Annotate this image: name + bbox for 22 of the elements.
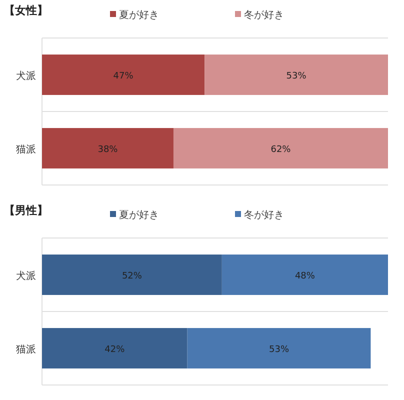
legend-label: 夏が好き	[119, 210, 159, 221]
legend-label: 夏が好き	[119, 10, 159, 21]
data-label: 53%	[269, 344, 290, 355]
data-label: 42%	[104, 344, 126, 355]
data-label: 62%	[270, 144, 292, 155]
bar	[42, 328, 188, 368]
bar	[42, 254, 222, 295]
data-label: 53%	[286, 71, 307, 82]
chart-title: 【男性】	[4, 204, 48, 217]
y-tick-label: 猫派	[16, 343, 36, 356]
data-label: 38%	[98, 144, 118, 155]
bar	[187, 328, 371, 368]
legend-label: 冬が好き	[244, 9, 284, 21]
y-tick-label: 犬派	[16, 270, 36, 282]
bar	[222, 254, 388, 295]
data-label: 47%	[113, 71, 134, 82]
y-tick-label: 猫派	[16, 143, 36, 156]
data-label: 48%	[294, 271, 316, 282]
data-label: 52%	[122, 271, 142, 282]
chart-title: 【女性】	[4, 4, 48, 17]
legend-label: 冬が好き	[244, 209, 284, 221]
y-tick-label: 犬派	[16, 70, 36, 82]
